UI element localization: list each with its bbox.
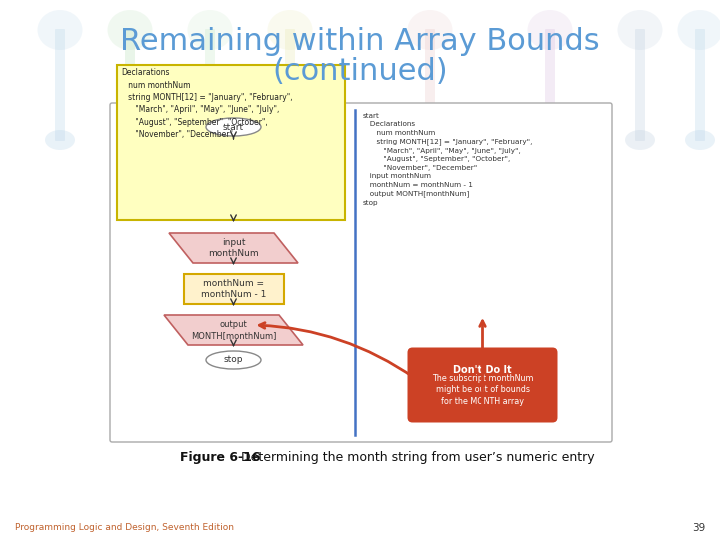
Ellipse shape bbox=[408, 10, 452, 50]
Text: The subscript monthNum
might be out of bounds
for the MONTH array: The subscript monthNum might be out of b… bbox=[432, 374, 534, 406]
Ellipse shape bbox=[415, 130, 445, 150]
Text: Figure 6-16: Figure 6-16 bbox=[180, 451, 261, 464]
FancyBboxPatch shape bbox=[425, 29, 435, 141]
Ellipse shape bbox=[195, 130, 225, 150]
Ellipse shape bbox=[206, 118, 261, 136]
Ellipse shape bbox=[618, 10, 662, 50]
Polygon shape bbox=[164, 315, 303, 345]
Text: input
monthNum: input monthNum bbox=[208, 238, 258, 258]
FancyBboxPatch shape bbox=[545, 29, 555, 141]
Text: Remaining within Array Bounds: Remaining within Array Bounds bbox=[120, 28, 600, 57]
Text: monthNum =
monthNum - 1: monthNum = monthNum - 1 bbox=[201, 279, 266, 299]
FancyBboxPatch shape bbox=[408, 348, 557, 422]
Text: start
   Declarations
      num monthNum
      string MONTH[12] = "January", "Fe: start Declarations num monthNum string M… bbox=[363, 113, 532, 206]
Ellipse shape bbox=[37, 10, 83, 50]
Text: Declarations
   num monthNum
   string MONTH[12] = "January", "February",
      : Declarations num monthNum string MONTH[1… bbox=[121, 68, 292, 139]
Text: Don't Do It: Don't Do It bbox=[453, 365, 512, 375]
Ellipse shape bbox=[206, 351, 261, 369]
Text: output
MONTH[monthNum]: output MONTH[monthNum] bbox=[191, 320, 276, 340]
Ellipse shape bbox=[685, 130, 715, 150]
Ellipse shape bbox=[535, 130, 565, 150]
FancyBboxPatch shape bbox=[205, 29, 215, 141]
Polygon shape bbox=[169, 233, 298, 263]
FancyBboxPatch shape bbox=[117, 65, 345, 220]
Ellipse shape bbox=[115, 130, 145, 150]
Ellipse shape bbox=[45, 130, 75, 150]
Ellipse shape bbox=[187, 10, 233, 50]
Text: (continued): (continued) bbox=[272, 57, 448, 86]
Ellipse shape bbox=[528, 10, 572, 50]
Text: Determining the month string from user’s numeric entry: Determining the month string from user’s… bbox=[237, 451, 595, 464]
FancyBboxPatch shape bbox=[695, 29, 705, 141]
Ellipse shape bbox=[275, 130, 305, 150]
Text: start: start bbox=[223, 123, 244, 132]
FancyBboxPatch shape bbox=[285, 29, 295, 141]
Ellipse shape bbox=[107, 10, 153, 50]
FancyBboxPatch shape bbox=[635, 29, 645, 141]
Ellipse shape bbox=[625, 130, 655, 150]
FancyBboxPatch shape bbox=[184, 274, 284, 304]
FancyBboxPatch shape bbox=[125, 29, 135, 141]
Ellipse shape bbox=[268, 10, 312, 50]
Ellipse shape bbox=[678, 10, 720, 50]
Text: Programming Logic and Design, Seventh Edition: Programming Logic and Design, Seventh Ed… bbox=[15, 523, 234, 532]
Text: 39: 39 bbox=[692, 523, 705, 533]
FancyBboxPatch shape bbox=[110, 103, 612, 442]
Text: stop: stop bbox=[224, 355, 243, 364]
FancyBboxPatch shape bbox=[55, 29, 65, 141]
